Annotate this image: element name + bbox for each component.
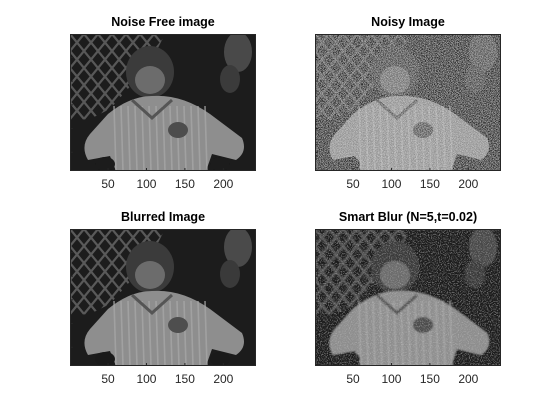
panel-image	[70, 229, 256, 366]
x-tick-label: 50	[101, 177, 115, 191]
x-tick-label: 50	[346, 372, 360, 386]
panel-image	[315, 34, 501, 171]
x-tick-label: 200	[458, 372, 479, 386]
panel-title: Blurred Image	[120, 210, 206, 224]
x-tick-label: 150	[174, 372, 195, 386]
x-tick-label: 150	[174, 177, 195, 191]
panel-title: Smart Blur (N=5,t=0.02)	[338, 210, 478, 224]
x-tick-label: 100	[136, 177, 157, 191]
x-tick-label: 50	[346, 177, 360, 191]
x-tick-label: 100	[136, 372, 157, 386]
x-tick-label: 200	[458, 177, 479, 191]
x-tick-label: 200	[213, 177, 234, 191]
x-tick-label: 50	[101, 372, 115, 386]
x-tick-label: 150	[419, 372, 440, 386]
panel-image	[70, 34, 256, 171]
panel-title: Noise Free image	[111, 15, 215, 29]
panel-title: Noisy Image	[371, 15, 445, 29]
x-tick-label: 200	[213, 372, 234, 386]
panel-image	[315, 229, 501, 366]
x-tick-label: 100	[381, 177, 402, 191]
x-tick-label: 100	[381, 372, 402, 386]
x-tick-label: 150	[419, 177, 440, 191]
